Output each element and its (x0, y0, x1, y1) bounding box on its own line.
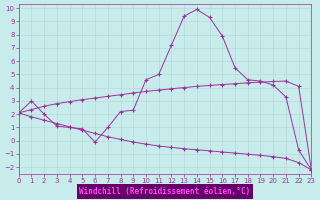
X-axis label: Windchill (Refroidissement éolien,°C): Windchill (Refroidissement éolien,°C) (79, 187, 251, 196)
